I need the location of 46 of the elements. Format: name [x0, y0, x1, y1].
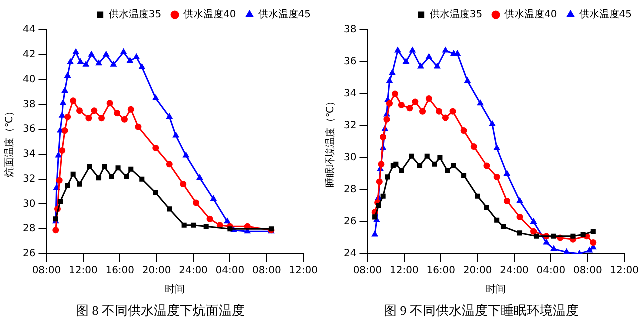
x-tick-label: 08:00: [32, 266, 62, 277]
caption: 图 8 不同供水温度下炕面温度: [75, 302, 246, 320]
x-axis-title: 时间: [486, 284, 506, 296]
x-tick-label: 16:00: [426, 266, 456, 277]
legend-label: 供水温度45: [579, 8, 632, 21]
legend-label: 供水温度35: [108, 8, 162, 21]
x-tick-label: 20:00: [463, 266, 492, 277]
x-tick-label: 08:00: [252, 266, 282, 277]
legend-label: 供水温度45: [258, 8, 312, 21]
y-tick-label: 32: [344, 120, 357, 132]
y-tick-label: 26: [344, 216, 357, 228]
x-tick-label: 24:00: [500, 266, 529, 277]
y-tick-label: 28: [344, 184, 357, 196]
x-tick-label: 12:00: [390, 266, 419, 277]
legend-label: 供水温度40: [184, 8, 236, 21]
y-tick-label: 24: [344, 248, 357, 260]
x-tick-label: 12:00: [610, 266, 640, 277]
legend-label: 供水温度40: [504, 8, 558, 21]
y-tick-label: 38: [344, 24, 357, 36]
y-tick-label: 42: [22, 49, 36, 60]
x-tick-label: 12:00: [69, 266, 98, 277]
y-tick-label: 44: [22, 24, 36, 36]
caption: 图 9 不同供水温度下睡眠环境温度: [383, 302, 580, 320]
y-tick-label: 30: [344, 152, 357, 164]
x-tick-label: 08:00: [353, 266, 382, 277]
y-axis-title: 睡眠环境温度（℃）: [324, 96, 337, 188]
y-tick-label: 32: [22, 174, 36, 185]
y-tick-label: 34: [22, 149, 36, 160]
y-tick-label: 36: [344, 56, 357, 68]
x-tick-label: 12:00: [289, 266, 318, 277]
x-axis-title: 时间: [165, 284, 186, 296]
y-tick-label: 36: [22, 124, 36, 136]
legend-label: 供水温度35: [430, 8, 483, 21]
y-tick-label: 38: [22, 99, 36, 110]
x-tick-label: 04:00: [216, 266, 245, 277]
y-tick-label: 34: [344, 88, 357, 100]
x-tick-label: 16:00: [106, 266, 135, 277]
y-axis-title: 炕面温度（℃）: [4, 106, 16, 178]
x-tick-label: 20:00: [142, 266, 172, 277]
x-tick-label: 24:00: [179, 266, 208, 277]
y-tick-label: 26: [22, 248, 36, 260]
x-tick-label: 04:00: [536, 266, 566, 277]
x-tick-label: 08:00: [573, 266, 602, 277]
y-tick-label: 40: [22, 74, 36, 86]
y-tick-label: 30: [22, 198, 36, 210]
y-tick-label: 28: [22, 224, 36, 235]
